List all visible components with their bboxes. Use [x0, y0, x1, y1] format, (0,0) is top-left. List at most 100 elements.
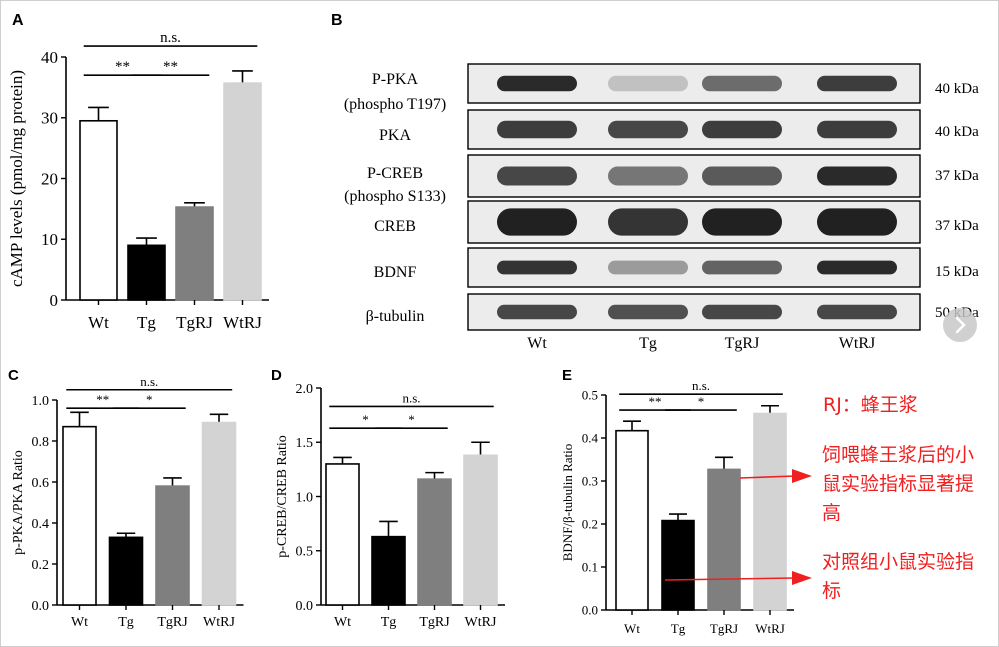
x-tick-label: TgRJ — [157, 615, 188, 630]
blot-row-label: (phospho S133) — [344, 188, 446, 205]
y-tick-label: 0.3 — [582, 474, 598, 489]
blot-band — [608, 120, 688, 139]
blot-kda-label: 37 kDa — [935, 168, 979, 184]
bar-wtrj — [463, 454, 498, 606]
significance-label: ** — [649, 394, 662, 409]
bar-tgrj — [707, 468, 741, 611]
bar-wtrj — [201, 421, 237, 606]
panel-e-bdnf-chart: E 0.0 0.1 0.2 0.3 0.4 0.5 BDNF/β-tubulin Ratio W… — [560, 367, 794, 636]
blot-band — [497, 208, 577, 236]
panel-b-western-blot: B P-PKA (phospho T197) 40 kDa PKA 40 kDa P-CRE… — [331, 12, 979, 352]
significance-label: n.s. — [402, 390, 420, 405]
significance-label: ** — [96, 392, 109, 407]
x-tick-label: Tg — [137, 313, 156, 332]
y-tick-label: 0.4 — [582, 431, 599, 446]
blot-band — [608, 304, 688, 320]
blot-band — [497, 260, 577, 275]
x-tick-label: WtRJ — [755, 621, 785, 636]
y-tick-label: 0.8 — [32, 435, 50, 450]
blot-band — [702, 120, 782, 139]
blot-lane-label: Wt — [527, 335, 547, 352]
y-axis-label: BDNF/β-tubulin Ratio — [560, 444, 575, 561]
treated-arrow-line — [739, 475, 796, 479]
panel-c-ppka-chart: C 0.0 0.2 0.4 0.6 0.8 1.0 p-PKA/PKA Ratio Wt Tg Tg… — [8, 367, 244, 630]
bar-tgrj — [417, 478, 452, 606]
treated-arrow-head — [792, 469, 812, 483]
y-tick-label: 0.5 — [582, 388, 598, 403]
y-tick-label: 30 — [41, 109, 58, 128]
x-tick-label: TgRJ — [419, 615, 450, 630]
significance-label: ** — [163, 59, 178, 75]
bar-wt — [325, 463, 360, 606]
x-tick-label: WtRJ — [203, 615, 235, 630]
significance-label: * — [362, 412, 369, 427]
significance-label: n.s. — [140, 374, 158, 389]
blot-kda-label: 37 kDa — [935, 218, 979, 234]
blot-band — [702, 260, 782, 275]
y-tick-label: 2.0 — [296, 382, 314, 397]
treated-annotation: 饲喂蜂王浆后的小鼠实验指标显著提高 — [822, 444, 975, 524]
blot-band — [702, 304, 782, 320]
x-tick-label: Tg — [118, 615, 134, 630]
panel-letter: E — [562, 367, 572, 384]
blot-band — [608, 75, 688, 92]
blot-band — [608, 260, 688, 275]
y-tick-label: 0.2 — [32, 558, 50, 573]
bar-wtrj — [223, 82, 262, 301]
blot-row-label: P-CREB — [367, 165, 423, 182]
blot-band — [497, 166, 577, 186]
bar-tg — [127, 244, 166, 301]
chevron-right-icon — [955, 316, 966, 334]
x-tick-label: TgRJ — [176, 313, 213, 332]
y-tick-label: 0.1 — [582, 560, 598, 575]
blot-row-label: P-PKA — [372, 71, 419, 88]
y-tick-label: 0.0 — [582, 603, 598, 618]
x-tick-label: Wt — [88, 313, 109, 332]
significance-label: * — [698, 394, 705, 409]
blot-band — [817, 304, 897, 320]
blot-band — [608, 166, 688, 186]
bar-wt — [79, 119, 118, 301]
blot-lane-label: TgRJ — [725, 335, 760, 352]
x-tick-label: TgRJ — [710, 621, 738, 636]
x-tick-label: Tg — [381, 615, 397, 630]
blot-row-label: PKA — [379, 127, 411, 144]
panel-letter: B — [331, 12, 343, 29]
y-tick-label: 0 — [50, 291, 59, 310]
x-tick-label: WtRJ — [465, 615, 497, 630]
blot-band — [817, 75, 897, 92]
blot-lane-label: Tg — [639, 335, 657, 352]
significance-label: n.s. — [160, 30, 181, 46]
x-tick-label: Wt — [71, 615, 88, 630]
blot-band — [702, 166, 782, 186]
control-arrow-head — [792, 571, 812, 585]
blot-band — [608, 208, 688, 236]
blot-kda-label: 15 kDa — [935, 264, 979, 280]
y-axis-label: p-CREB/CREB Ratio — [275, 435, 290, 558]
y-tick-label: 1.0 — [296, 490, 314, 505]
y-tick-label: 0.0 — [296, 599, 314, 614]
blot-band — [817, 208, 897, 236]
bar-wt — [62, 425, 97, 606]
y-tick-label: 10 — [41, 230, 58, 249]
bar-wt — [615, 429, 649, 611]
bar-tgrj — [175, 206, 214, 301]
blot-lane-label: WtRJ — [839, 335, 875, 352]
blot-band — [497, 75, 577, 92]
blot-band — [497, 304, 577, 320]
y-tick-label: 0.5 — [296, 545, 314, 560]
rj-annotation: RJ：蜂王浆 — [823, 394, 918, 416]
next-arrow-button[interactable] — [943, 308, 977, 342]
blot-band — [702, 75, 782, 92]
panel-letter: C — [8, 367, 19, 384]
annotation-arrows — [664, 469, 812, 585]
x-tick-label: Tg — [671, 621, 686, 636]
significance-label: * — [408, 412, 415, 427]
blot-kda-label: 40 kDa — [935, 124, 979, 140]
y-tick-label: 0.2 — [582, 517, 598, 532]
blot-row-label: β-tubulin — [366, 308, 425, 325]
y-tick-label: 0.0 — [32, 599, 50, 614]
blot-band — [702, 208, 782, 236]
y-axis-label: p-PKA/PKA Ratio — [11, 450, 26, 555]
